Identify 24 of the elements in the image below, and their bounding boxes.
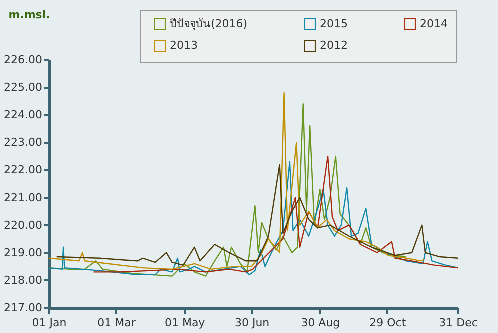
x-tick-label: 29 Oct (370, 316, 407, 330)
y-tick-label: 222.00 (4, 164, 42, 177)
y-tick-label: 218.00 (4, 274, 42, 287)
x-tick-label: 31 Dec (439, 316, 478, 330)
x-tick-label: 30 Aug (301, 316, 340, 330)
y-tick-label: 224.00 (4, 108, 42, 122)
y-tick-label: 221.00 (4, 191, 42, 204)
y-tick-label: 225.00 (4, 81, 42, 94)
legend-label: 2012 (320, 39, 348, 52)
x-tick-label: 01 Jan (32, 316, 67, 330)
x-tick-label: 01 May (164, 316, 206, 330)
y-tick-label: 220.00 (4, 218, 42, 232)
x-tick-label: 01 Mar (98, 316, 136, 330)
legend-label: ปีปัจจุบัน(2016) (169, 17, 248, 30)
x-tick-label: 30 Jun (234, 316, 270, 330)
y-tick-label: 217.00 (4, 302, 42, 314)
y-tick-label: 223.00 (4, 136, 42, 150)
legend-label: 2014 (420, 17, 448, 30)
y-tick-label: 226.00 (4, 54, 42, 66)
y-tick-label: 219.00 (4, 246, 42, 260)
legend-label: 2013 (170, 39, 198, 52)
y-axis-title: m.msl. (8, 8, 50, 22)
legend-label: 2015 (320, 17, 348, 30)
line-series (93, 156, 458, 273)
